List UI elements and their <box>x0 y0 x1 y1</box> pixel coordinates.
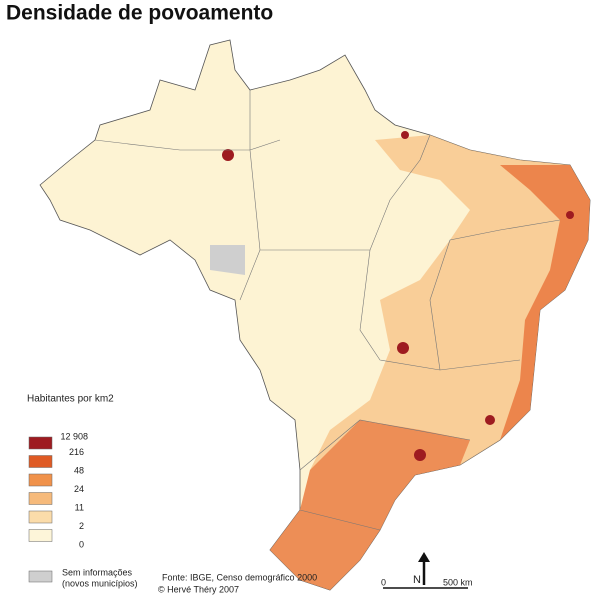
legend-break: 12 908 <box>60 431 88 441</box>
source: Fonte: IBGE, Censo demográfico 2000 <box>162 572 317 582</box>
copyright: © Hervé Théry 2007 <box>158 584 239 594</box>
legend-break: 48 <box>74 465 84 475</box>
scale-bar <box>383 552 468 589</box>
legend-swatch <box>28 510 53 524</box>
legend-break: 216 <box>69 447 84 457</box>
legend-break: 0 <box>79 539 84 549</box>
legend-break: 11 <box>75 502 84 512</box>
legend-swatch <box>28 455 53 468</box>
legend-swatch <box>28 473 53 487</box>
scale-end: 500 km <box>443 577 473 587</box>
legend-swatch <box>28 529 53 542</box>
legend: 12 908 216 48 24 11 2 0 <box>28 431 88 549</box>
country-shape <box>39 39 591 591</box>
legend-title: Habitantes por km2 <box>27 394 114 405</box>
scale-start: 0 <box>381 577 386 587</box>
no-data-note: (novos municípios) <box>62 578 138 588</box>
legend-break: 2 <box>79 521 84 531</box>
north-label: N <box>413 574 421 586</box>
legend-break: 24 <box>74 484 84 494</box>
no-data-swatch <box>28 570 53 583</box>
legend-swatch <box>28 436 53 450</box>
no-data-label: Sem informações <box>62 567 133 577</box>
title: Densidade de povoamento <box>6 2 273 25</box>
legend-swatch <box>28 492 53 505</box>
